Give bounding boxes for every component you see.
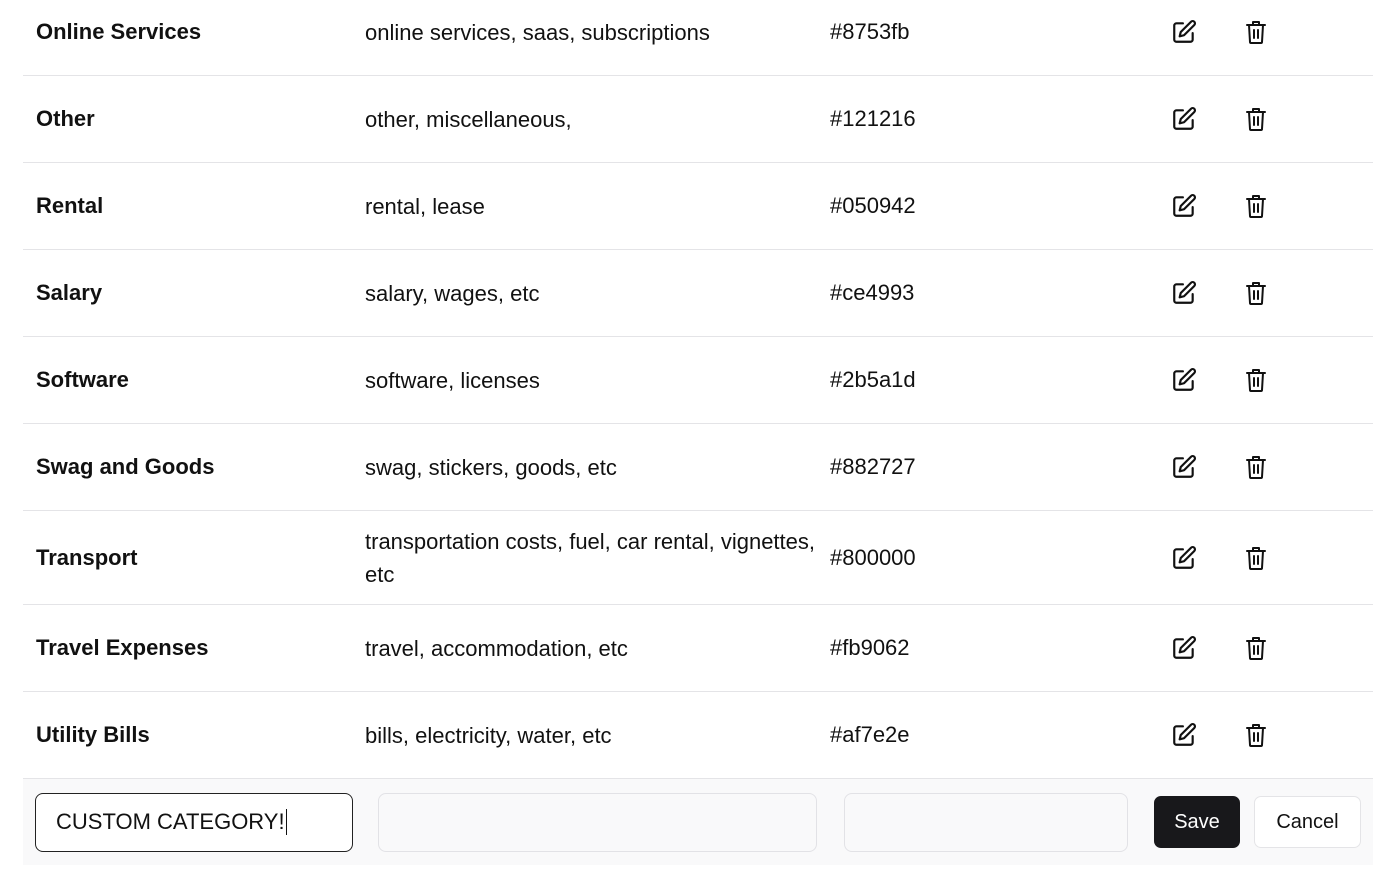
category-name: Swag and Goods [36, 454, 215, 479]
edit-icon[interactable] [1169, 104, 1199, 134]
text-caret [285, 809, 287, 835]
category-name: Utility Bills [36, 722, 150, 747]
trash-icon[interactable] [1241, 17, 1271, 47]
edit-icon[interactable] [1169, 278, 1199, 308]
row-actions [1140, 543, 1271, 573]
edit-icon[interactable] [1169, 633, 1199, 663]
save-button[interactable]: Save [1154, 796, 1240, 848]
category-keywords: travel, accommodation, etc [365, 635, 628, 661]
category-keywords: online services, saas, subscriptions [365, 19, 710, 45]
category-color: #ce4993 [830, 280, 915, 305]
row-actions [1140, 278, 1271, 308]
table-row: Travel Expenses travel, accommodation, e… [23, 605, 1373, 692]
trash-icon[interactable] [1241, 104, 1271, 134]
category-keywords: other, miscellaneous, [365, 106, 572, 132]
category-name: Software [36, 367, 129, 392]
cancel-button[interactable]: Cancel [1254, 796, 1361, 848]
edit-icon[interactable] [1169, 720, 1199, 750]
category-keywords: transportation costs, fuel, car rental, … [365, 528, 816, 587]
category-keywords: swag, stickers, goods, etc [365, 454, 617, 480]
category-color: #8753fb [830, 19, 910, 44]
category-color: #fb9062 [830, 635, 910, 660]
edit-icon[interactable] [1169, 17, 1199, 47]
category-color: #800000 [830, 544, 916, 570]
table-row: Online Services online services, saas, s… [23, 0, 1373, 76]
trash-icon[interactable] [1241, 543, 1271, 573]
new-category-form: CUSTOM CATEGORY! Save Cancel [23, 779, 1373, 865]
category-keywords: rental, lease [365, 193, 485, 219]
category-color: #050942 [830, 193, 916, 218]
category-name: Transport [36, 544, 138, 570]
row-actions [1140, 104, 1271, 134]
table-row: Utility Bills bills, electricity, water,… [23, 692, 1373, 779]
category-name: Rental [36, 193, 104, 218]
edit-icon[interactable] [1169, 543, 1199, 573]
table-row: Other other, miscellaneous, #121216 [23, 76, 1373, 163]
edit-icon[interactable] [1169, 365, 1199, 395]
trash-icon[interactable] [1241, 720, 1271, 750]
table-row: Swag and Goods swag, stickers, goods, et… [23, 424, 1373, 511]
category-name: Salary [36, 280, 103, 305]
trash-icon[interactable] [1241, 191, 1271, 221]
category-color: #882727 [830, 454, 916, 479]
category-color: #121216 [830, 106, 916, 131]
edit-icon[interactable] [1169, 191, 1199, 221]
category-name: Other [36, 106, 95, 131]
category-name: Travel Expenses [36, 635, 209, 660]
trash-icon[interactable] [1241, 278, 1271, 308]
trash-icon[interactable] [1241, 365, 1271, 395]
trash-icon[interactable] [1241, 452, 1271, 482]
category-color-input[interactable] [844, 792, 1128, 852]
table-row: Salary salary, wages, etc #ce4993 [23, 250, 1373, 337]
row-actions [1140, 17, 1271, 47]
category-keywords-input[interactable] [378, 792, 817, 852]
row-actions [1140, 720, 1271, 750]
category-keywords: salary, wages, etc [365, 280, 540, 306]
category-keywords: bills, electricity, water, etc [365, 722, 612, 748]
edit-icon[interactable] [1169, 452, 1199, 482]
row-actions [1140, 365, 1271, 395]
table-row: Software software, licenses #2b5a1d [23, 337, 1373, 424]
category-name-input[interactable]: CUSTOM CATEGORY! [35, 792, 353, 852]
category-name-input-value: CUSTOM CATEGORY! [56, 809, 285, 834]
row-actions [1140, 191, 1271, 221]
table-row: Transport transportation costs, fuel, ca… [23, 511, 1373, 605]
category-name: Online Services [36, 19, 202, 44]
category-color: #af7e2e [830, 722, 910, 747]
trash-icon[interactable] [1241, 633, 1271, 663]
category-keywords: software, licenses [365, 367, 540, 393]
table-row: Rental rental, lease #050942 [23, 163, 1373, 250]
row-actions [1140, 452, 1271, 482]
category-color: #2b5a1d [830, 367, 916, 392]
row-actions [1140, 633, 1271, 663]
categories-table: Online Services online services, saas, s… [23, 0, 1373, 865]
